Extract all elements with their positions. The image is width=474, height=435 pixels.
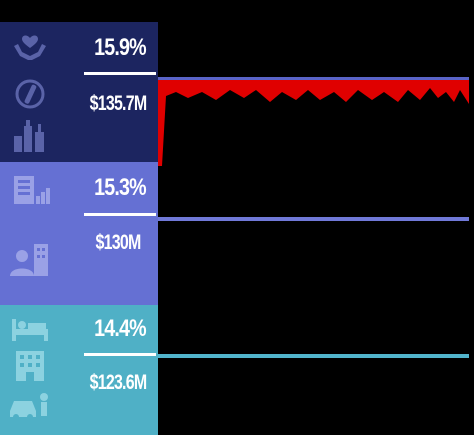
stats-block: 14.4% $123.6M <box>84 315 156 425</box>
amount-value: $135.7M <box>89 92 148 115</box>
bar-line-1 <box>158 77 469 81</box>
amount-value: $130M <box>95 231 141 254</box>
stats-block: 15.9% $135.7M <box>84 34 156 154</box>
red-artifact <box>158 80 469 166</box>
percent-value: 15.9% <box>94 34 147 61</box>
divider <box>84 353 156 356</box>
person-building-icon <box>10 244 48 276</box>
divider <box>84 213 156 216</box>
car-person-icon <box>10 393 48 420</box>
clipboard-chart-icon <box>14 176 50 204</box>
bar-line-3 <box>158 354 469 358</box>
hands-holding-heart-icon <box>14 35 46 60</box>
icon-column <box>0 305 66 435</box>
percent-value: 15.3% <box>94 174 147 201</box>
icon-column <box>0 22 66 162</box>
stats-block: 15.3% $130M <box>84 174 156 294</box>
amount-value: $123.6M <box>89 371 148 394</box>
icon-column <box>0 162 66 305</box>
medication-icon <box>15 79 45 109</box>
divider <box>84 72 156 75</box>
category-panel-3: 14.4% $123.6M <box>0 305 158 435</box>
category-panel-2: 15.3% $130M <box>0 162 158 305</box>
bar-line-2 <box>158 217 469 221</box>
hotel-icon <box>16 351 44 381</box>
bed-icon <box>12 319 48 341</box>
percent-value: 14.4% <box>94 315 147 342</box>
category-panel-1: 15.9% $135.7M <box>0 22 158 162</box>
bottles-icon <box>14 120 44 152</box>
